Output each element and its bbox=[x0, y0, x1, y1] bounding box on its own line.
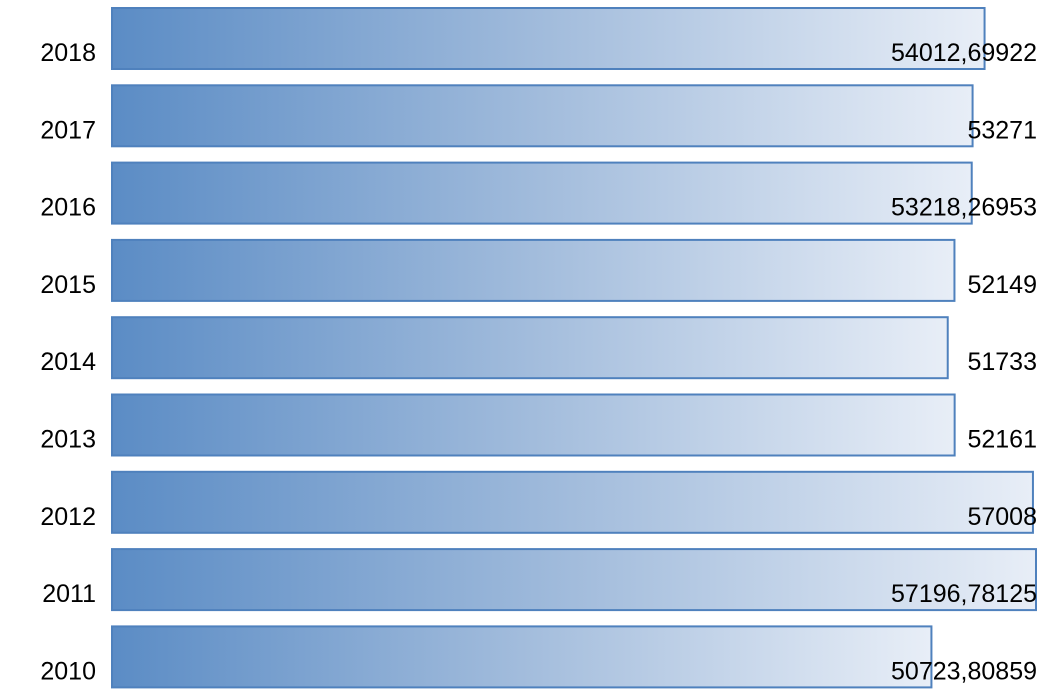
bar bbox=[111, 161, 973, 225]
bar bbox=[111, 84, 974, 148]
data-label: 52149 bbox=[967, 271, 1037, 299]
bar bbox=[111, 238, 956, 302]
data-label: 53271 bbox=[967, 116, 1037, 144]
bar bbox=[111, 393, 956, 457]
y-tick-label: 2014 bbox=[40, 348, 96, 376]
bar bbox=[111, 470, 1034, 534]
y-tick-label: 2012 bbox=[40, 503, 96, 531]
y-tick-label: 2011 bbox=[42, 580, 96, 608]
bar bbox=[111, 7, 986, 70]
y-tick-label: 2016 bbox=[40, 194, 96, 222]
y-tick-label: 2013 bbox=[40, 426, 96, 454]
data-label: 51733 bbox=[967, 348, 1037, 376]
bar bbox=[111, 316, 949, 380]
data-label: 57196,78125 bbox=[891, 580, 1037, 608]
bar bbox=[111, 625, 933, 689]
bar bbox=[111, 548, 1037, 612]
y-tick-label: 2010 bbox=[40, 657, 96, 685]
data-label: 54012,69922 bbox=[891, 39, 1037, 67]
y-tick-label: 2017 bbox=[40, 116, 96, 144]
y-tick-label: 2018 bbox=[40, 39, 96, 67]
y-tick-label: 2015 bbox=[40, 271, 96, 299]
data-label: 52161 bbox=[967, 426, 1037, 454]
data-label: 50723,80859 bbox=[891, 657, 1037, 685]
data-label: 57008 bbox=[967, 503, 1037, 531]
data-label: 53218,26953 bbox=[891, 194, 1037, 222]
